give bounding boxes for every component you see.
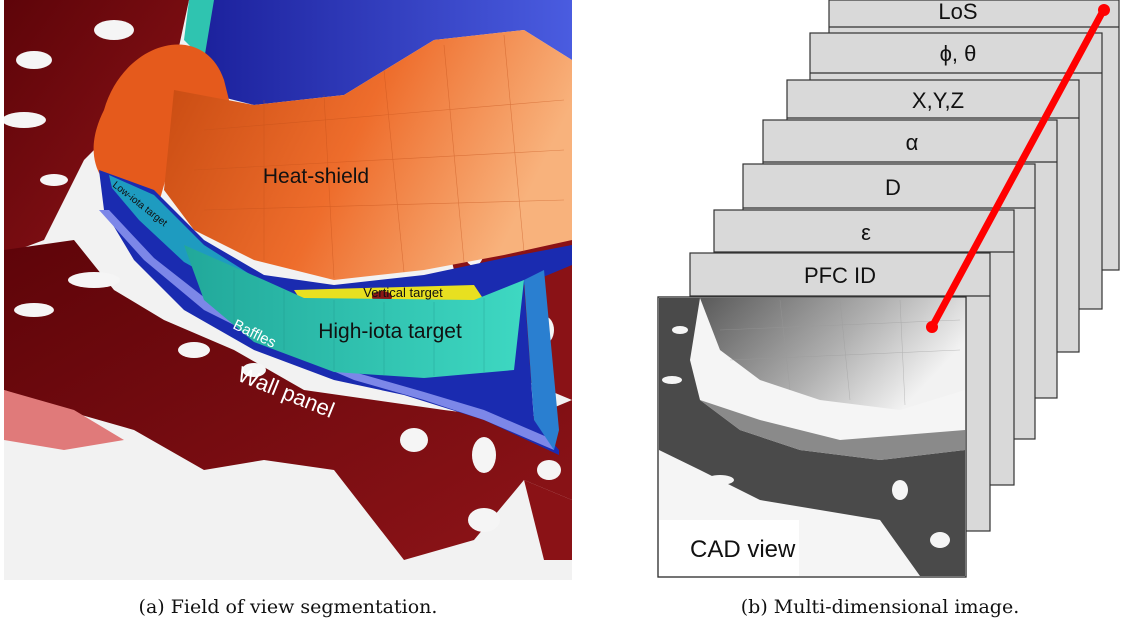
layer-label-xyz: X,Y,Z [912, 88, 964, 113]
cad-view-render [659, 298, 965, 576]
heat-shield [164, 30, 572, 280]
caption-a: (a) Field of view segmentation. [138, 596, 438, 618]
pixel-origin-dot [926, 321, 938, 333]
layer-stack: LoS ϕ, θ X,Y,Z α D ε [657, 0, 1120, 578]
layer-label-los: LoS [938, 0, 977, 24]
high-iota-target-region [184, 245, 524, 378]
los-end-dot [1098, 4, 1110, 16]
layer-label-epsilon: ε [861, 220, 871, 245]
label-vertical-target: Vertical target [363, 285, 443, 300]
field-of-view-segmentation-figure: Heat-shield Low-iota target Vertical tar… [4, 0, 572, 580]
layer-label-d: D [885, 175, 901, 200]
line-of-sight-arrow [926, 4, 1110, 333]
layer-label-phi-theta: ϕ, θ [940, 41, 977, 66]
layer-label-pfc-id: PFC ID [804, 263, 876, 288]
layer-label-alpha: α [906, 130, 919, 155]
low-iota-target-region [109, 175, 259, 290]
label-heat-shield: Heat-shield [263, 165, 369, 188]
caption-b: (b) Multi-dimensional image. [740, 596, 1020, 618]
upper-blue-panels [189, 0, 572, 105]
cad-view-label: CAD view [690, 536, 796, 563]
label-high-iota-target: High-iota target [318, 320, 462, 343]
heat-shield-swirl [93, 44, 234, 221]
multi-dimensional-image-figure: LoS ϕ, θ X,Y,Z α D ε [657, 0, 1120, 578]
layer-card-cad-view: CAD view [657, 296, 967, 578]
